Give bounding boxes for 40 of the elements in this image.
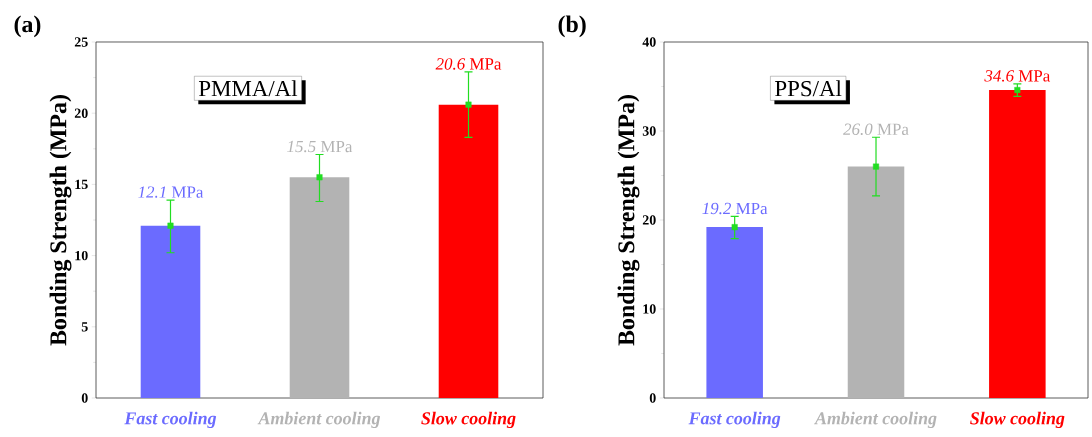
point bbox=[316, 174, 323, 181]
x-tick-label: Ambient cooling bbox=[814, 411, 937, 429]
x-tick-label: Slow cooling bbox=[970, 411, 1065, 429]
y-tick-label: 20 bbox=[642, 215, 656, 225]
bar bbox=[289, 177, 350, 398]
x-tick-label: Fast cooling bbox=[124, 411, 217, 429]
point bbox=[167, 222, 174, 229]
x-tick-label: Fast cooling bbox=[688, 411, 781, 429]
data-label: 20.6 MPa bbox=[435, 58, 502, 70]
chart-title: (a) bbox=[14, 15, 41, 38]
x-tick-label: Ambient cooling bbox=[257, 411, 381, 429]
y-tick-label: 30 bbox=[642, 126, 656, 136]
y-tick-label: 5 bbox=[81, 322, 88, 332]
data-label: 19.2 MPa bbox=[702, 202, 768, 215]
y-tick-label: 0 bbox=[81, 393, 88, 403]
point bbox=[873, 163, 880, 170]
x-tick-label: Slow cooling bbox=[421, 411, 516, 429]
bar bbox=[706, 227, 763, 398]
data-label: 26.0 MPa bbox=[843, 123, 909, 136]
bar bbox=[140, 225, 201, 398]
bar bbox=[989, 90, 1046, 398]
annotation: PPS/Al bbox=[775, 80, 842, 97]
y-axis-title: Bonding Strength (MPa) bbox=[49, 95, 72, 346]
y-tick-label: 15 bbox=[75, 179, 88, 190]
y-tick-label: 25 bbox=[74, 37, 88, 47]
data-label: 34.6 MPa bbox=[984, 70, 1051, 82]
y-tick-label: 0 bbox=[649, 393, 656, 403]
y-axis-title: Bonding Strength (MPa) bbox=[617, 95, 640, 346]
chart-title: (b) bbox=[558, 15, 586, 38]
y-tick-label: 20 bbox=[74, 108, 88, 118]
bar bbox=[847, 166, 905, 398]
y-tick-label: 10 bbox=[75, 250, 88, 261]
y-tick-label: 10 bbox=[643, 304, 656, 314]
annotation: PMMA/Al bbox=[198, 80, 298, 97]
y-tick-label: 40 bbox=[642, 37, 656, 47]
point bbox=[731, 224, 738, 231]
data-label: 15.5 MPa bbox=[287, 140, 353, 153]
data-label: 12.1 MPa bbox=[138, 186, 204, 198]
bar bbox=[438, 104, 499, 398]
point bbox=[465, 101, 472, 108]
